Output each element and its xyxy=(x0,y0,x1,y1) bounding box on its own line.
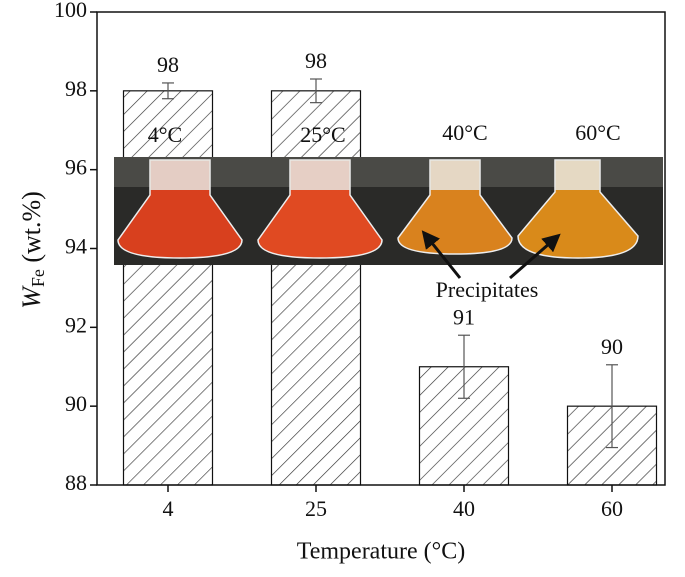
data-label: 91 xyxy=(453,304,475,329)
inset-photo xyxy=(114,157,663,265)
y-label-main: W xyxy=(17,285,46,309)
y-label-sub: Fe xyxy=(28,269,48,287)
x-tick-label: 60 xyxy=(601,496,623,521)
x-tick-label: 25 xyxy=(305,496,327,521)
x-tick-label: 40 xyxy=(453,496,475,521)
data-label: 98 xyxy=(305,48,327,73)
error-bar xyxy=(162,82,174,100)
x-tick-label: 4 xyxy=(163,496,174,521)
y-tick-label: 96 xyxy=(65,155,87,180)
arrow xyxy=(421,230,462,279)
y-axis-label: WFe (wt.%) xyxy=(17,191,48,309)
y-tick-label: 100 xyxy=(54,0,87,22)
data-label: 98 xyxy=(157,52,179,77)
error-bar xyxy=(310,78,322,104)
y-tick-label: 92 xyxy=(65,312,87,337)
bar xyxy=(122,90,214,486)
y-tick-label: 88 xyxy=(65,470,87,495)
y-label-unit: (wt.%) xyxy=(17,191,46,269)
bars xyxy=(122,90,658,486)
photo-label: 40°C xyxy=(442,120,487,145)
data-label: 90 xyxy=(601,334,623,359)
error-bar xyxy=(606,364,618,449)
y-tick-label: 90 xyxy=(65,391,87,416)
annotation: Precipitates xyxy=(436,277,539,302)
photo-label: 4°C xyxy=(148,122,182,147)
photo-label: 25°C xyxy=(300,122,345,147)
y-tick-label: 98 xyxy=(65,76,87,101)
photo-label: 60°C xyxy=(575,120,620,145)
x-axis-label: Temperature (°C) xyxy=(297,539,466,565)
error-bar xyxy=(458,334,470,399)
bar xyxy=(270,90,362,486)
y-tick-label: 94 xyxy=(65,234,87,259)
arrow xyxy=(509,233,561,280)
